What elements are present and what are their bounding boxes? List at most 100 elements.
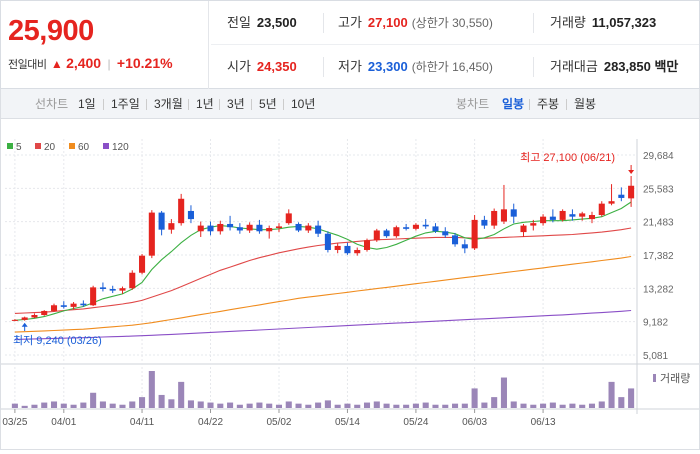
tab-weekly[interactable]: 주봉 [537, 97, 560, 111]
low-arrow-head [21, 322, 28, 327]
volume-bar [373, 401, 380, 408]
volume-bar [70, 404, 77, 408]
candle-body [618, 194, 625, 198]
volume-bar [148, 371, 155, 408]
divider [529, 99, 530, 110]
volume-bar [90, 392, 97, 408]
candle-body [334, 245, 341, 250]
quote-summary-panel: 25,900 전일대비 ▲ 2,400 | +10.21% 전일 23,500 고… [0, 0, 700, 89]
volume-bar [334, 404, 341, 408]
volume-legend-swatch [653, 374, 656, 382]
candle-body [471, 219, 478, 249]
volume-bar [324, 400, 331, 408]
volume-legend: 거래량 [660, 372, 690, 385]
divider [251, 99, 252, 110]
volume-bar [315, 402, 322, 408]
y-tick-label: 17,382 [643, 251, 674, 262]
legend-swatch-120 [103, 143, 109, 149]
volume-bar [452, 403, 459, 408]
legend-swatch-5 [7, 143, 13, 149]
change-amount: 2,400 [66, 55, 102, 71]
divider: | [107, 57, 111, 71]
volume-bar [530, 404, 537, 408]
volume-bar [442, 404, 449, 408]
volume-bar [295, 403, 302, 408]
candle-body [60, 305, 67, 307]
candle-body [119, 288, 126, 291]
ma60-line [14, 255, 632, 333]
volume-bar [217, 403, 224, 408]
x-tick-label: 03/25 [2, 417, 27, 428]
candle-body [266, 228, 273, 232]
y-tick-label: 29,684 [643, 151, 674, 162]
volume-bar [579, 404, 586, 408]
candle-body [461, 244, 468, 249]
open-label: 시가 [227, 59, 251, 74]
candle-body [412, 224, 419, 229]
candle-chart-group-label: 봉차트 [456, 97, 490, 111]
low-cell: 저가 23,300 (하한가 16,450) [338, 45, 493, 89]
candle-body [90, 287, 97, 306]
candle-body [520, 225, 527, 233]
volume-bar [412, 403, 419, 408]
tab-1-year[interactable]: 1년 [196, 97, 214, 111]
legend-swatch-20 [35, 143, 41, 149]
volume-bar [618, 397, 625, 408]
tab-1-week[interactable]: 1주일 [111, 97, 140, 111]
divider [103, 99, 104, 110]
tab-3-years[interactable]: 3년 [227, 97, 245, 111]
candle-body [442, 231, 449, 236]
y-tick-label: 5,081 [643, 351, 668, 362]
volume-bar [422, 402, 429, 408]
candle-body [422, 224, 429, 227]
volume-bar [60, 403, 67, 408]
divider [323, 57, 324, 77]
volume-bar [354, 404, 361, 408]
divider [283, 99, 284, 110]
y-tick-label: 13,282 [643, 284, 674, 295]
volume-bar [344, 403, 351, 408]
annotations: 최고 27,100 (06/21) 최저 9,240 (03/26) [13, 151, 635, 347]
candle-body [285, 213, 292, 224]
candle-body [530, 223, 537, 226]
volume-bar [139, 397, 146, 408]
volume-bar [471, 388, 478, 408]
up-triangle-icon: ▲ [50, 57, 63, 71]
tab-3-months[interactable]: 3개월 [154, 97, 183, 111]
volume-label: 거래량 [550, 15, 586, 30]
x-tick-label: 06/13 [531, 417, 556, 428]
candle-body [628, 185, 635, 199]
high-label: 고가 [338, 15, 362, 30]
tab-monthly[interactable]: 월봉 [574, 97, 597, 111]
candle-body [50, 305, 58, 311]
tab-daily[interactable]: 일봉 [502, 97, 525, 111]
volume-value: 11,057,323 [591, 15, 657, 30]
grid [1, 139, 699, 414]
tab-5-years[interactable]: 5년 [259, 97, 277, 111]
candle-body [129, 272, 136, 289]
volume-bar [275, 404, 283, 408]
candle-body [178, 198, 185, 224]
volume-bar [569, 403, 576, 408]
x-tick-label: 04/22 [198, 417, 223, 428]
candle-body [363, 240, 371, 250]
y-tick-label: 25,583 [643, 184, 674, 195]
divider [188, 99, 189, 110]
candle-body [559, 210, 566, 220]
y-axis: 29,684 25,583 21,483 17,382 13,282 9,182 5,081 [643, 151, 674, 362]
tab-10-years[interactable]: 10년 [291, 97, 316, 111]
volume-bar [403, 404, 410, 408]
volume-bar [246, 403, 253, 408]
tab-1-day[interactable]: 1일 [78, 97, 96, 111]
volume-bar [256, 402, 263, 408]
candle-body [158, 212, 165, 230]
turnover-cell: 거래대금 283,850 백만 [550, 45, 678, 89]
candle-body [197, 225, 204, 232]
volume-bar [31, 404, 38, 408]
volume-bar [461, 403, 468, 408]
open-value: 24,350 [256, 59, 297, 74]
volume-bar [197, 401, 204, 408]
candle-body [21, 317, 28, 320]
volume-bar [187, 400, 194, 408]
candle-body [598, 203, 605, 216]
